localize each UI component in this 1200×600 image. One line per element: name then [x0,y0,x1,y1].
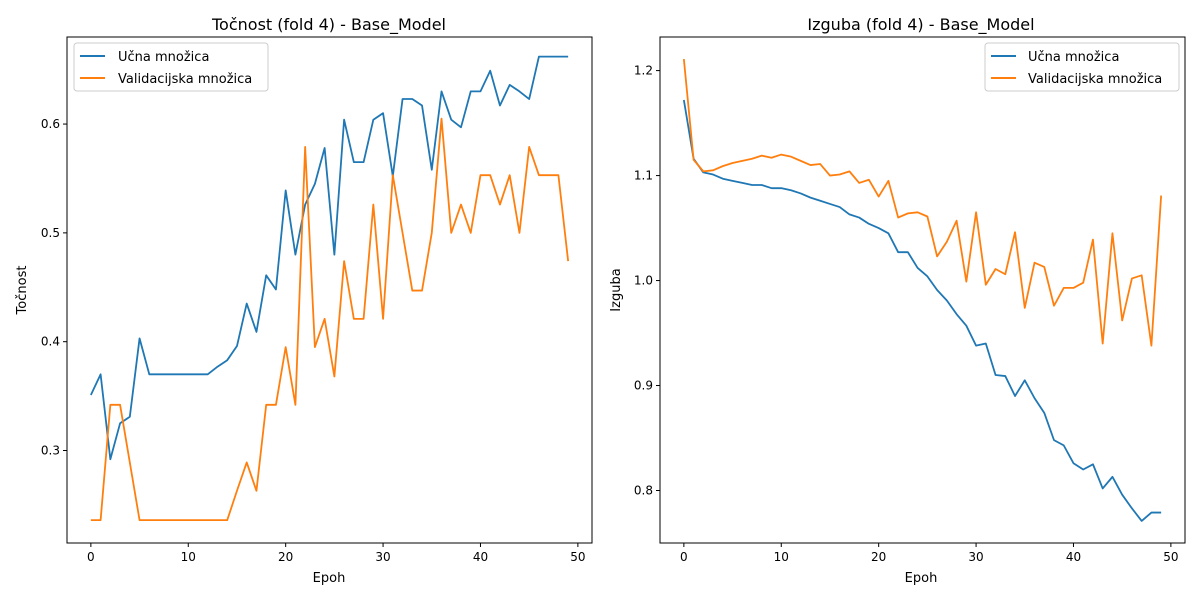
x-axis-label: Epoh [905,571,938,586]
x-tick-label: 30 [375,550,390,564]
legend: Učna množica Validacijska množica [73,42,269,92]
y-tick-label: 0.4 [41,335,60,349]
x-tick-label: 50 [1163,550,1178,564]
series-line-validation [682,58,1163,347]
chart-title: Točnost (fold 4) - Base_Model [211,15,446,35]
x-tick-label: 0 [680,550,688,564]
y-tick-label: 1.0 [634,274,653,288]
y-tick-label: 1.2 [634,64,653,78]
series-line-train [90,55,569,461]
plot-area: 0 10 20 30 40 50 0.8 0.9 1.0 1.1 1.2 [634,36,1186,564]
x-tick-label: 40 [473,550,488,564]
x-tick-label: 0 [87,550,95,564]
axes-frame [66,36,593,544]
legend-label-train: Učna množica [1028,50,1119,65]
y-axis-label: Izguba [609,268,624,311]
legend: Učna množica Validacijska množica [984,42,1180,92]
x-tick-label: 40 [1066,550,1081,564]
loss-chart: Izguba (fold 4) - Base_Model 0 10 20 30 40 50… [609,15,1186,586]
legend-label-validation: Validacijska množica [1028,72,1162,87]
accuracy-chart: Točnost (fold 4) - Base_Model 0 10 20 30 40 5… [15,15,593,586]
y-tick-label: 0.8 [634,484,653,498]
y-tick-label: 0.3 [41,444,60,458]
x-tick-label: 20 [278,550,293,564]
y-tick-label: 0.5 [41,226,60,240]
plot-area: 0 10 20 30 40 50 0.3 0.4 0.5 0.6 [41,36,593,564]
series-line-train [682,99,1162,522]
legend-label-validation: Validacijska množica [118,72,252,87]
legend-label-train: Učna množica [118,50,209,65]
chart-title: Izguba (fold 4) - Base_Model [807,15,1034,35]
x-tick-label: 20 [871,550,886,564]
x-tick-label: 10 [181,550,196,564]
x-tick-label: 30 [968,550,983,564]
x-tick-label: 10 [774,550,789,564]
y-tick-label: 0.9 [634,379,653,393]
legend-frame [984,42,1180,92]
x-axis-label: Epoh [313,571,346,586]
y-tick-label: 0.6 [41,117,60,131]
y-axis-label: Točnost [15,266,30,316]
axes-frame [659,36,1186,544]
legend-frame [73,42,269,92]
y-tick-label: 1.1 [634,169,653,183]
x-tick-label: 50 [570,550,585,564]
series-line-validation [90,117,570,522]
